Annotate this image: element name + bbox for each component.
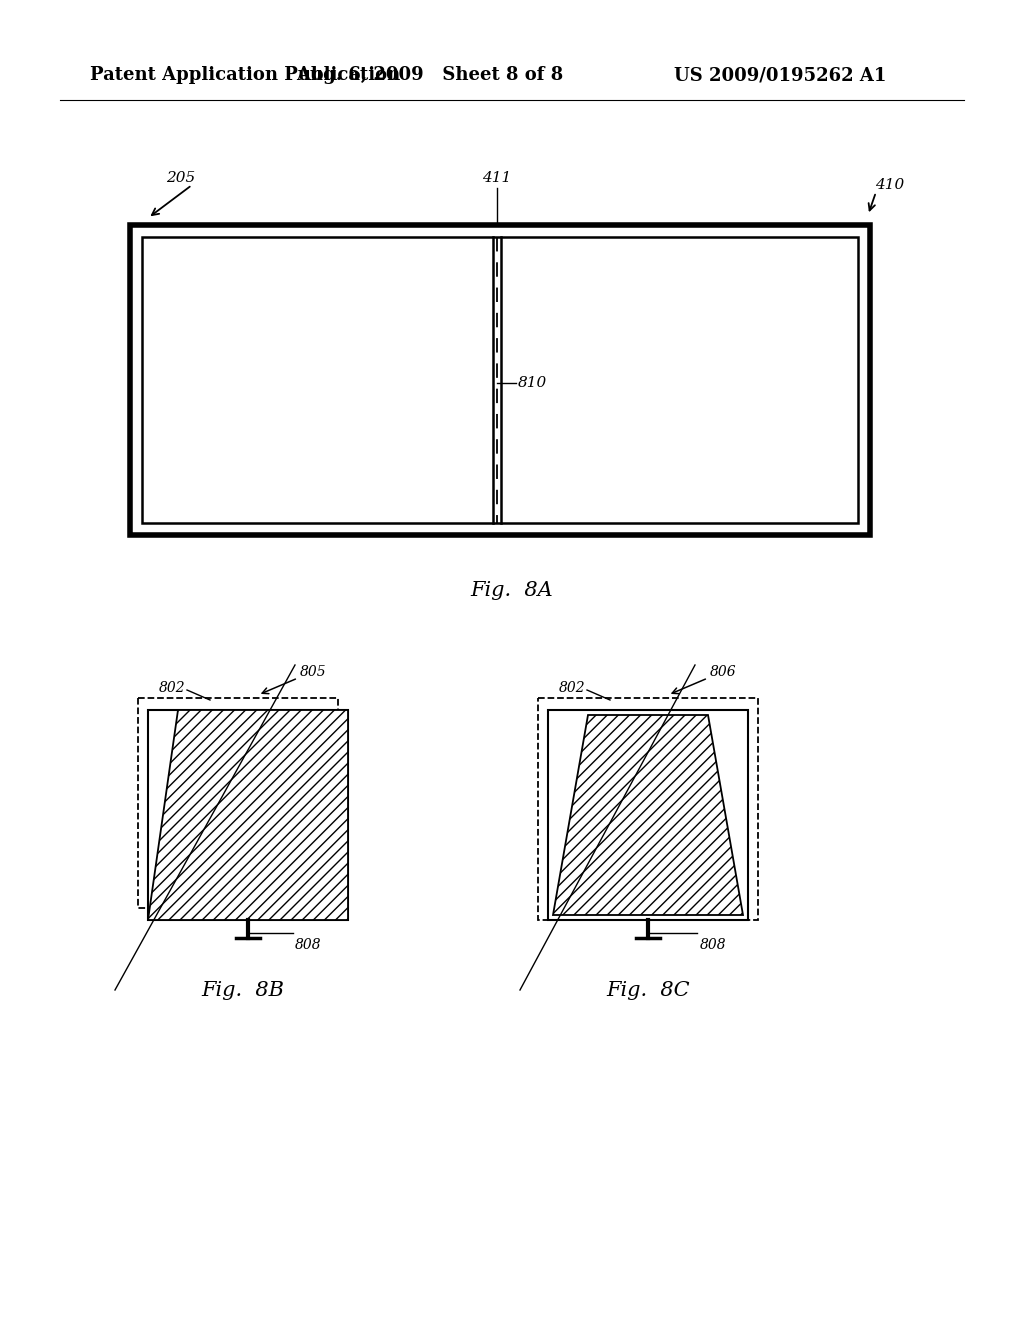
Bar xyxy=(148,710,348,920)
Bar xyxy=(138,698,338,908)
Text: Fig.  8B: Fig. 8B xyxy=(202,981,285,999)
Bar xyxy=(548,710,748,920)
Text: US 2009/0195262 A1: US 2009/0195262 A1 xyxy=(674,66,886,84)
Text: 205: 205 xyxy=(166,172,195,185)
Text: 802: 802 xyxy=(159,681,185,696)
Text: 805: 805 xyxy=(300,665,327,678)
Text: 808: 808 xyxy=(700,939,727,952)
Text: 411: 411 xyxy=(482,172,512,185)
Text: 810: 810 xyxy=(518,376,547,389)
Bar xyxy=(142,238,858,523)
Text: 808: 808 xyxy=(295,939,322,952)
Polygon shape xyxy=(148,710,348,920)
Text: 410: 410 xyxy=(874,178,904,191)
Text: 806: 806 xyxy=(710,665,736,678)
Bar xyxy=(130,224,870,535)
Bar xyxy=(538,698,758,920)
Text: Fig.  8C: Fig. 8C xyxy=(606,981,690,999)
Text: Patent Application Publication: Patent Application Publication xyxy=(90,66,400,84)
Text: 802: 802 xyxy=(558,681,585,696)
Text: Aug. 6, 2009   Sheet 8 of 8: Aug. 6, 2009 Sheet 8 of 8 xyxy=(296,66,563,84)
Text: Fig.  8A: Fig. 8A xyxy=(471,581,553,599)
Polygon shape xyxy=(553,715,743,915)
